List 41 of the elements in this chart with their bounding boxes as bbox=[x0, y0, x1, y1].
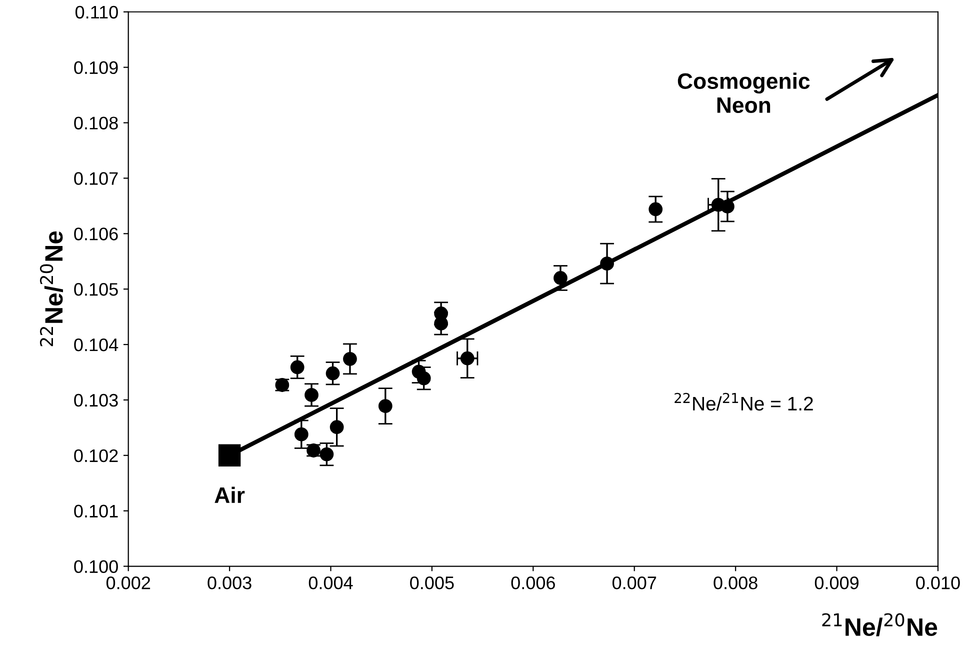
y-tick-label: 0.106 bbox=[74, 228, 118, 240]
y-tick-label: 0.110 bbox=[75, 6, 118, 19]
y-tick-label: 0.100 bbox=[74, 560, 118, 573]
y-tick-label: 0.108 bbox=[74, 116, 118, 130]
point bbox=[294, 427, 308, 442]
y-tick-label: 0.105 bbox=[74, 283, 118, 296]
x-tick-label: 0.010 bbox=[916, 576, 960, 590]
y-axis-title: $^{22}$Ne/$^{20}$Ne bbox=[40, 231, 64, 346]
point bbox=[304, 388, 318, 402]
point bbox=[416, 371, 431, 386]
y-tick-label: 0.109 bbox=[74, 61, 118, 74]
x-axis-title: $^{21}$Ne/$^{20}$Ne bbox=[822, 613, 938, 636]
point bbox=[600, 256, 614, 271]
x-tick-label: 0.002 bbox=[106, 576, 150, 590]
y-tick-label: 0.103 bbox=[74, 394, 118, 407]
point bbox=[343, 352, 357, 366]
y-tick-label: 0.102 bbox=[74, 449, 118, 462]
annotation: $^{22}$Ne/$^{21}$Ne = 1.2 bbox=[674, 392, 813, 411]
point bbox=[378, 399, 392, 414]
x-tick-label: 0.003 bbox=[208, 576, 252, 590]
annotation: Air bbox=[214, 486, 245, 503]
point bbox=[720, 200, 734, 214]
point bbox=[460, 351, 474, 366]
y-tick-label: 0.104 bbox=[74, 338, 118, 352]
y-tick-label: 0.101 bbox=[74, 504, 118, 518]
point bbox=[648, 202, 663, 216]
point bbox=[554, 271, 568, 285]
y-tick-label: 0.107 bbox=[74, 172, 118, 185]
point bbox=[290, 360, 304, 374]
x-tick-label: 0.006 bbox=[511, 576, 555, 590]
x-tick-label: 0.008 bbox=[714, 576, 758, 590]
annotation: Cosmogenic Neon bbox=[678, 72, 810, 114]
x-tick-label: 0.009 bbox=[814, 576, 859, 590]
point bbox=[320, 447, 334, 462]
x-tick-label: 0.005 bbox=[410, 576, 454, 590]
point bbox=[326, 366, 340, 380]
point bbox=[330, 420, 344, 434]
point bbox=[434, 316, 448, 330]
x-tick-label: 0.004 bbox=[308, 576, 353, 590]
point bbox=[218, 444, 241, 467]
x-tick-label: 0.007 bbox=[612, 576, 656, 590]
